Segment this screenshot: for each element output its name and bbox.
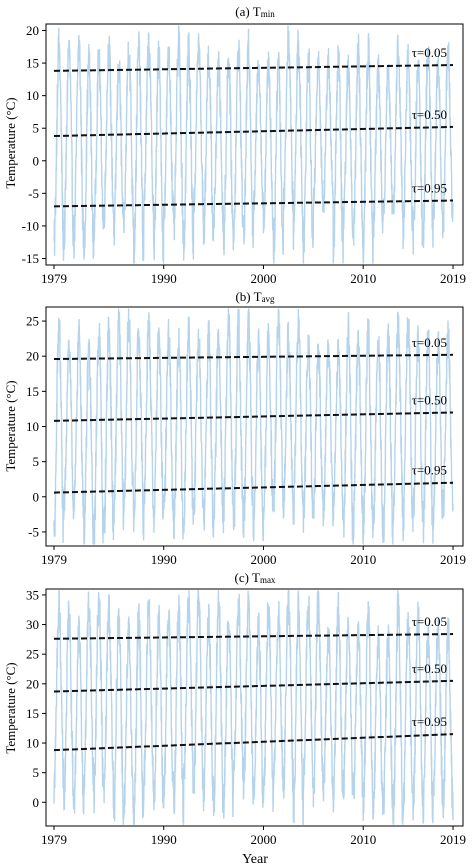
panel-b-x-tick-label: 2010 — [350, 552, 376, 567]
panel-a-title-sub: min — [261, 9, 276, 19]
panel-a-y-tick-label: 10 — [26, 88, 39, 103]
panel-b-y-tick-label: 25 — [26, 314, 39, 329]
panel-b-quantile-line-1 — [53, 353, 454, 361]
panel-c-quantile-line-3 — [53, 733, 454, 752]
panel-a-y-tick-label: 20 — [26, 23, 39, 38]
panel-b-y-tick-label: 15 — [26, 384, 39, 399]
panel-c-title-main: (c) T — [235, 570, 260, 585]
panel-b-title-sub: avg — [262, 294, 275, 304]
panel-a-quantile-line-3 — [53, 199, 454, 208]
panel-a-quantile-label-2: τ=0.50 — [412, 107, 447, 122]
panel-a-title: (a) Tmin — [235, 4, 275, 19]
panel-a-frame — [45, 23, 464, 266]
panel-c-frame — [45, 588, 464, 827]
panel-c-x-tick-label: 2000 — [250, 832, 276, 847]
panel-a-y-axis-label: Temperature (°C) — [3, 97, 18, 188]
panel-a-quantile-label-3: τ=0.95 — [412, 181, 447, 196]
panel-c-quantile-label-3: τ=0.95 — [412, 714, 447, 729]
panel-c-series-line — [53, 590, 454, 825]
panel-a-y-tick-label: 0 — [33, 153, 40, 168]
panel-c-x-tick-label: 1979 — [41, 832, 67, 847]
panel-a-x-tick-label: 2019 — [440, 271, 466, 286]
panel-b-plot: τ=0.05 τ=0.50 τ=0.95 -5 0 5 10 15 20 25 1979 1990 20… — [26, 306, 466, 567]
panel-b-title-main: (b) T — [235, 289, 261, 304]
panel-b-quantile-label-1: τ=0.05 — [412, 335, 447, 350]
panel-b-y-tick-label: 0 — [33, 489, 40, 504]
panel-a-quantile-line-1 — [53, 64, 454, 72]
panel-b-quantile-label-2: τ=0.50 — [412, 392, 447, 407]
panel-a-series-line — [53, 25, 454, 264]
panel-b-x-tick-label: 1979 — [41, 552, 67, 567]
panel-a-quantile-label-1: τ=0.05 — [412, 45, 447, 60]
panel-c-quantile-line-1 — [53, 633, 454, 640]
panel-c-y-tick-label: 15 — [26, 706, 39, 721]
panel-c-y-tick-label: 25 — [26, 647, 39, 662]
panel-c-x-tick-label: 2019 — [440, 832, 466, 847]
panel-a-y-tick-label: 5 — [33, 121, 40, 136]
panel-a-y-tick-label: -10 — [22, 218, 39, 233]
panel-a: (a) Tmin Temperature (°C) τ=0.05τ=0.50τ=… — [3, 4, 466, 286]
panel-c-y-tick-label: 30 — [26, 617, 39, 632]
panel-b-y-axis-label: Temperature (°C) — [3, 380, 18, 471]
panel-a-quantile-line-2 — [53, 125, 454, 138]
panel-c-x-tick-label: 2010 — [350, 832, 376, 847]
panel-a-title-main: (a) T — [235, 4, 260, 19]
panel-a-y-tick-label: -5 — [28, 186, 39, 201]
panel-c-y-tick-label: 0 — [33, 795, 40, 810]
panel-b-x-tick-label: 2019 — [440, 552, 466, 567]
panel-b-series-line — [53, 308, 454, 545]
x-axis-label: Year — [242, 852, 268, 867]
panel-c-quantile-line-2 — [53, 679, 454, 693]
panel-c-plot: τ=0.05 τ=0.50 τ=0.95 0 5 10 15 20 25 30 35 1979 1990… — [26, 587, 466, 847]
panel-a-y-tick-label: -15 — [22, 251, 39, 266]
panel-a-x-tick-label: 2000 — [250, 271, 276, 286]
panel-c-x-tick-label: 1990 — [151, 832, 177, 847]
panel-c-title-sub: max — [260, 575, 276, 585]
panel-b-y-tick-label: 10 — [26, 419, 39, 434]
panel-b-quantile-line-2 — [53, 411, 454, 422]
panel-a-x-tick-label: 1979 — [41, 271, 67, 286]
panel-b-title: (b) Tavg — [235, 289, 275, 304]
panel-c-y-tick-label: 5 — [33, 765, 40, 780]
panel-a-x-tick-label: 1990 — [151, 271, 177, 286]
panel-b-x-tick-label: 2000 — [250, 552, 276, 567]
panel-a-x-tick-label: 2010 — [350, 271, 376, 286]
panel-b-y-tick-label: 20 — [26, 349, 39, 364]
panel-b-x-tick-label: 1990 — [151, 552, 177, 567]
panel-c-quantile-label-1: τ=0.05 — [412, 614, 447, 629]
panel-c-y-tick-label: 10 — [26, 736, 39, 751]
panel-a-y-tick-label: 15 — [26, 56, 39, 71]
panel-c-y-tick-label: 20 — [26, 676, 39, 691]
panel-c-title: (c) Tmax — [235, 570, 276, 585]
panel-a-plot: τ=0.05 τ=0.50 τ=0.95 -15 -10 -5 0 5 10 15 20 1979 19… — [22, 23, 466, 286]
panel-b-quantile-label-3: τ=0.95 — [412, 463, 447, 478]
panel-c: (c) Tmax Temperature (°C) τ=0.05τ=0.50τ=… — [3, 570, 466, 847]
panel-c-quantile-label-2: τ=0.50 — [412, 661, 447, 676]
panel-b-y-tick-label: -5 — [28, 524, 39, 539]
panel-b: (b) Tavg Temperature (°C) τ=0.05τ=0.50τ=… — [3, 289, 466, 567]
panel-b-quantile-line-3 — [53, 481, 454, 494]
panel-c-y-tick-label: 35 — [26, 587, 39, 602]
panel-b-y-tick-label: 5 — [33, 454, 40, 469]
panel-c-y-axis-label: Temperature (°C) — [3, 662, 18, 753]
